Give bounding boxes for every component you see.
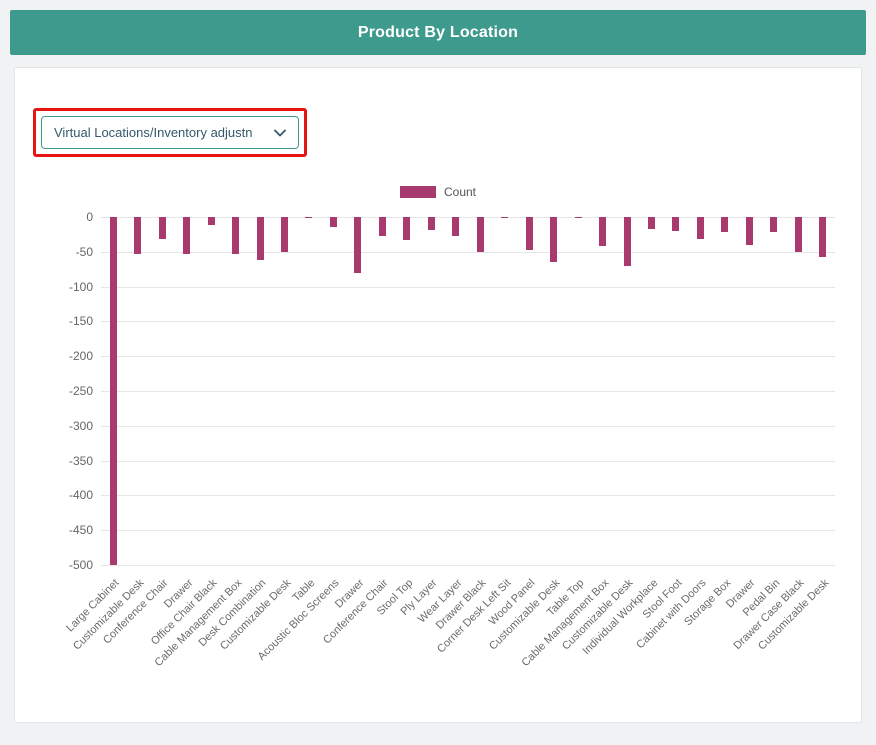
bar-conference-chair[interactable] — [378, 217, 386, 237]
bar-drawer-case-black[interactable] — [794, 217, 802, 252]
legend-label-count: Count — [443, 185, 477, 199]
bar-drawer-black[interactable] — [476, 217, 484, 252]
gridline — [101, 565, 835, 566]
page-header: Product By Location — [10, 10, 866, 55]
gridline — [101, 495, 835, 497]
y-axis-tick-label: -500 — [68, 558, 93, 572]
location-filter-select[interactable]: Virtual Locations/Inventory adjustn — [41, 116, 299, 149]
bar-customizable-desk[interactable] — [550, 217, 558, 263]
bar-customizable-desk[interactable] — [134, 217, 142, 254]
bar-cabinet-with-doors[interactable] — [696, 217, 704, 240]
bar-customizable-desk[interactable] — [819, 217, 827, 257]
bar-stool-top[interactable] — [403, 217, 411, 240]
highlight-annotation: Virtual Locations/Inventory adjustn — [33, 108, 307, 157]
y-axis-tick-label: -150 — [68, 314, 93, 329]
bar-corner-desk-left-sit[interactable] — [501, 217, 509, 219]
y-axis-tick-label: -400 — [68, 488, 93, 503]
gridline — [101, 251, 835, 253]
bar-table[interactable] — [305, 217, 313, 219]
gridline — [101, 391, 835, 392]
location-filter-value: Virtual Locations/Inventory adjustn — [54, 125, 253, 140]
y-axis-tick-label: -50 — [75, 244, 93, 259]
chevron-down-icon — [274, 129, 286, 137]
bar-chart: 0 -50 -100 -150 -200 -250 -300 -350 -400 -450 -500… — [35, 209, 861, 719]
bar-wood-panel[interactable] — [525, 217, 533, 251]
bar-office-chair-black[interactable] — [207, 217, 215, 226]
bar-table-top[interactable] — [574, 217, 582, 219]
gridline — [101, 425, 835, 427]
y-axis-tick-label: -350 — [68, 453, 93, 468]
bar-drawer[interactable] — [745, 217, 753, 245]
bar-stool-foot[interactable] — [672, 217, 680, 231]
y-axis-tick-label: -450 — [68, 523, 93, 538]
page-title: Product By Location — [357, 23, 519, 41]
gridline — [101, 286, 835, 288]
y-axis-tick-label: -300 — [68, 418, 93, 433]
y-axis-tick-label: -250 — [68, 384, 93, 398]
y-axis-tick-label: 0 — [86, 210, 93, 224]
gridline — [101, 530, 835, 532]
content-card: Virtual Locations/Inventory adjustn Coun… — [14, 67, 862, 723]
gridline — [101, 460, 835, 462]
gridline — [101, 321, 835, 323]
bar-cable-management-box[interactable] — [232, 217, 240, 254]
bar-drawer[interactable] — [183, 217, 191, 254]
bar-ply-layer[interactable] — [427, 217, 435, 230]
bar-acoustic-bloc-screens[interactable] — [329, 217, 337, 228]
bar-storage-box[interactable] — [721, 217, 729, 233]
y-axis-tick-label: -200 — [68, 349, 93, 364]
bar-pedal-bin[interactable] — [770, 217, 778, 233]
bar-large-cabinet[interactable] — [109, 217, 117, 565]
bar-customizable-desk[interactable] — [623, 217, 631, 266]
gridline — [101, 217, 835, 218]
bar-cable-management-box[interactable] — [599, 217, 607, 247]
y-axis-tick-label: -100 — [68, 279, 93, 294]
bar-drawer[interactable] — [354, 217, 362, 273]
legend-swatch-count — [399, 186, 436, 198]
bar-conference-chair[interactable] — [158, 217, 166, 240]
bar-desk-combination[interactable] — [256, 217, 264, 261]
gridline — [101, 356, 835, 358]
bar-customizable-desk[interactable] — [281, 217, 288, 252]
bar-wear-layer[interactable] — [452, 217, 460, 237]
bar-individual-workplace[interactable] — [648, 217, 655, 229]
chart-legend: Count — [399, 185, 477, 199]
